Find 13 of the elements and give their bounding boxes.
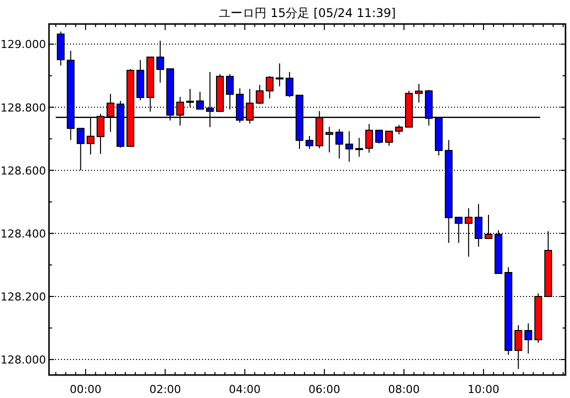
y-tick-label: 128.400 (0, 227, 46, 240)
chart-title: ユーロ円 15分足 [05/24 11:39] (218, 6, 396, 20)
y-tick-label: 128.800 (0, 101, 46, 114)
x-tick-label: 06:00 (308, 383, 340, 396)
y-tick-label: 128.200 (0, 290, 46, 304)
x-tick-label: 08:00 (388, 383, 420, 396)
y-tick-label: 128.000 (0, 354, 46, 367)
x-tick-label: 04:00 (228, 383, 261, 396)
y-tick-label: 128.600 (0, 164, 46, 178)
y-tick-label: 129.000 (0, 38, 46, 52)
x-tick-label: 00:00 (70, 383, 102, 396)
x-tick-label: 02:00 (149, 383, 182, 396)
x-tick-label: 10:00 (468, 383, 500, 396)
